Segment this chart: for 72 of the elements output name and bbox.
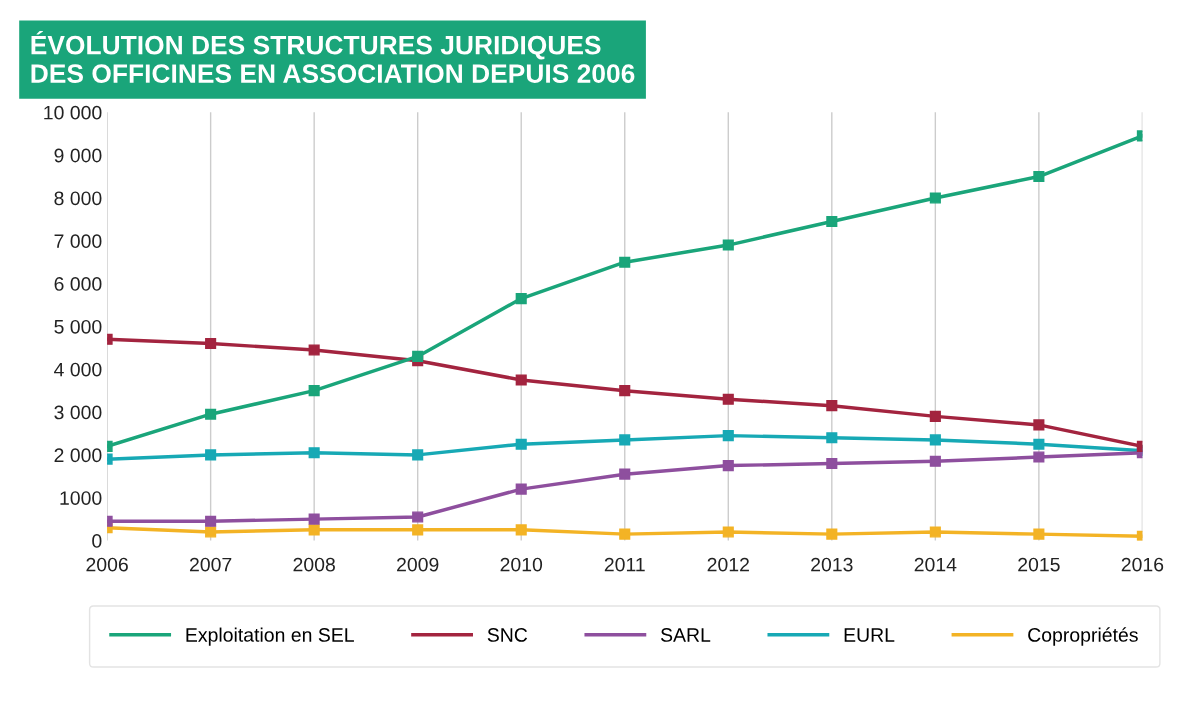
x-tick-label: 2015 [1018, 557, 1060, 572]
point [515, 438, 527, 450]
legend-label: EURL [844, 628, 895, 642]
y-tick-label: 8 000 [54, 191, 102, 206]
point [515, 374, 527, 386]
point [619, 468, 631, 480]
point [826, 528, 838, 540]
point [205, 408, 217, 420]
point [722, 239, 734, 251]
x-tick-label: 2013 [811, 557, 853, 572]
point [619, 434, 631, 446]
x-tick-label: 2016 [1121, 557, 1164, 572]
point [722, 393, 734, 405]
point [205, 526, 217, 538]
point [929, 455, 941, 467]
point [929, 526, 941, 538]
y-tick-label: 5 000 [54, 319, 102, 334]
legend-label: Exploitation en SEL [186, 627, 354, 646]
point [412, 350, 424, 362]
chart-title: ÉVOLUTION DES STRUCTURES JURIDIQUES DES OFFICINES EN ASSOCIATION DEPUIS 2006 [31, 30, 635, 83]
point [412, 524, 424, 536]
point [722, 460, 734, 472]
point [308, 513, 320, 525]
point [929, 192, 941, 204]
point [619, 385, 631, 397]
point [826, 432, 838, 444]
point [515, 293, 527, 305]
y-tick-label: 6 000 [54, 277, 102, 291]
point [515, 483, 527, 495]
point [826, 400, 838, 412]
y-tick-label: 3 000 [54, 405, 102, 420]
point [308, 344, 320, 356]
point [412, 511, 424, 523]
point [929, 434, 941, 446]
x-tick-label: 2006 [86, 557, 128, 572]
point [722, 430, 734, 442]
x-tick-label: 2008 [293, 557, 335, 572]
point [308, 385, 320, 397]
y-tick-label: 4 000 [54, 362, 102, 377]
y-tick-label: 2 000 [54, 448, 102, 463]
point [308, 447, 320, 459]
y-tick-label: 10 000 [44, 105, 102, 120]
point [619, 528, 631, 540]
point [205, 338, 217, 350]
point [205, 449, 217, 461]
point [1033, 170, 1045, 183]
legend-label: Copropriétés [1028, 627, 1138, 646]
point [515, 524, 527, 536]
point [1033, 419, 1045, 431]
legend-label: SNC [487, 628, 528, 642]
point [826, 457, 838, 470]
y-tick-label: 0 [92, 534, 102, 548]
x-tick-label: 2010 [500, 557, 543, 572]
point [412, 449, 424, 461]
point [1033, 528, 1045, 540]
point [619, 256, 631, 268]
point [308, 524, 320, 536]
x-tick-label: 2007 [189, 557, 232, 572]
legend-label: SARL [660, 628, 711, 642]
x-tick-label: 2011 [604, 557, 645, 572]
point [826, 215, 838, 228]
x-tick-label: 2012 [707, 557, 749, 572]
point [205, 515, 217, 527]
x-tick-label: 2014 [914, 557, 957, 572]
y-tick-label: 7 000 [54, 234, 102, 249]
y-tick-label: 9 000 [54, 148, 102, 163]
point [929, 410, 941, 422]
point [1033, 451, 1045, 463]
x-tick-label: 2009 [397, 557, 439, 572]
point [722, 526, 734, 538]
y-tick-label: 1000 [60, 491, 102, 505]
point [1033, 438, 1045, 450]
